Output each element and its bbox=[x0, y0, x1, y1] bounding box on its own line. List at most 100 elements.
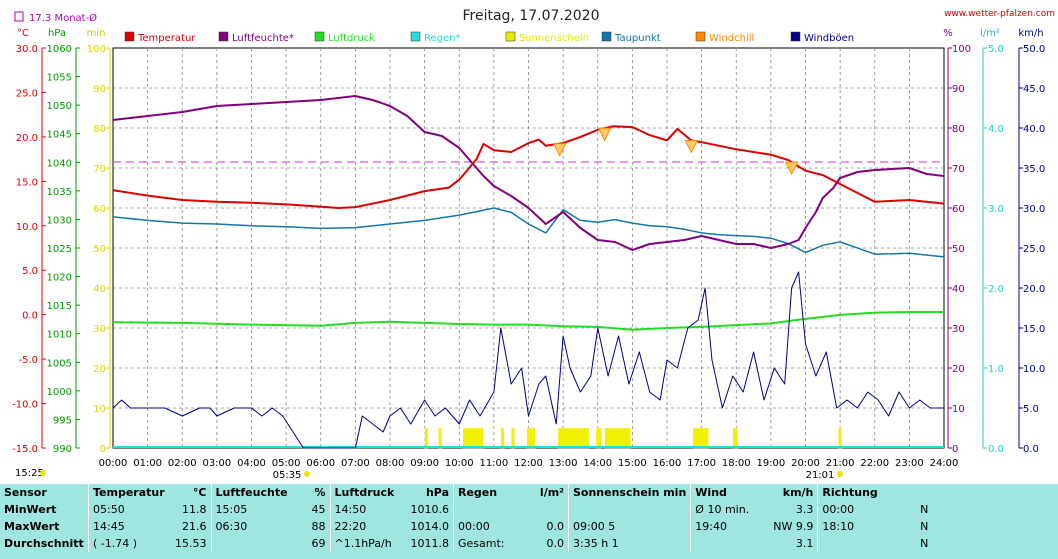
cell: 00:00 bbox=[453, 518, 522, 535]
cell: 22:20 bbox=[329, 518, 407, 535]
x-tick-label: 24:00 bbox=[930, 458, 959, 469]
y-tick-label-pressure: 1010 bbox=[47, 330, 72, 341]
x-tick-label: 06:00 bbox=[306, 458, 335, 469]
sunshine-bar bbox=[462, 427, 484, 449]
legend-label: Temperatur bbox=[137, 33, 196, 44]
x-tick-label: 08:00 bbox=[376, 458, 405, 469]
sunshine-bar bbox=[557, 427, 590, 449]
y-tick-label-sunshine: 0 bbox=[100, 444, 106, 455]
y-tick-label-sunshine: 50 bbox=[93, 244, 106, 255]
x-tick-label: 22:00 bbox=[860, 458, 889, 469]
y-tick-label-humidity: 20 bbox=[952, 364, 965, 375]
x-tick-label: 19:00 bbox=[756, 458, 785, 469]
hdr-rain: Regen bbox=[453, 484, 522, 501]
windchill-dip bbox=[597, 127, 612, 142]
sunshine-bar bbox=[692, 427, 709, 449]
cell: 21.6 bbox=[182, 520, 207, 533]
y-tick-label-temperature: -15.0 bbox=[12, 444, 38, 455]
legend: Temperatur Luftfeuchte* Luftdruck Regen* Son… bbox=[124, 31, 854, 44]
x-tick-label: 09:00 bbox=[410, 458, 439, 469]
y-tick-label-temperature: 15.0 bbox=[16, 177, 38, 188]
y-tick-label-sunshine: 60 bbox=[93, 204, 106, 215]
sunrise-icon bbox=[304, 471, 310, 477]
site-url[interactable]: www.wetter-pfalzen.com bbox=[944, 9, 1055, 19]
cell: 3:35 h 1 bbox=[567, 535, 691, 552]
hdr-wind: Wind bbox=[690, 484, 770, 501]
y-tick-label-wind: 50.0 bbox=[1023, 44, 1045, 55]
x-tick-label: 20:00 bbox=[791, 458, 820, 469]
legend-swatch bbox=[695, 31, 706, 42]
cell bbox=[522, 501, 569, 518]
hdr-humidity: Luftfeuchte bbox=[210, 484, 300, 501]
hdr-wind-unit: km/h bbox=[782, 486, 814, 499]
cell bbox=[690, 535, 770, 552]
cell: 05:50 bbox=[88, 501, 171, 518]
legend-swatch bbox=[124, 31, 135, 42]
cell: 3.1 bbox=[795, 537, 814, 550]
y-tick-label-wind: 40.0 bbox=[1023, 124, 1045, 135]
legend-label: Regen* bbox=[424, 33, 461, 44]
y-tick-label-wind: 15.0 bbox=[1023, 324, 1045, 335]
y-tick-label-sunshine: 70 bbox=[93, 164, 106, 175]
y-tick-label-rain: 5.0 bbox=[988, 44, 1004, 55]
cell: 3.3 bbox=[795, 503, 814, 516]
y-tick-label-wind: 0.0 bbox=[1023, 444, 1039, 455]
cell: 15.53 bbox=[175, 537, 207, 550]
cell: N bbox=[920, 537, 929, 550]
cell: 18:10 bbox=[817, 518, 895, 535]
y-tick-label-sunshine: 30 bbox=[93, 324, 106, 335]
x-tick-label: 15:00 bbox=[618, 458, 647, 469]
y-tick-label-temperature: -5.0 bbox=[18, 355, 38, 366]
unit-sunshine: min bbox=[87, 28, 106, 39]
unit-pressure: hPa bbox=[48, 28, 66, 39]
row-label: MaxWert bbox=[4, 520, 60, 533]
hdr-sensor: Sensor bbox=[4, 486, 47, 499]
unit-wind: km/h bbox=[1018, 28, 1043, 39]
hdr-temperature: Temperatur bbox=[88, 484, 171, 501]
axes: 00:00 01:00 02:00 03:00 04:00 05:00 06:00 07:00… bbox=[12, 44, 1045, 469]
hdr-temperature-unit: °C bbox=[192, 486, 207, 499]
cell bbox=[210, 535, 300, 552]
x-tick-label: 13:00 bbox=[549, 458, 578, 469]
y-tick-label-wind: 20.0 bbox=[1023, 284, 1045, 295]
x-tick-label: 23:00 bbox=[895, 458, 924, 469]
cell bbox=[817, 535, 895, 552]
y-tick-label-humidity: 70 bbox=[952, 164, 965, 175]
cell bbox=[567, 501, 691, 518]
sunshine-bar bbox=[526, 427, 536, 449]
x-tick-label: 16:00 bbox=[653, 458, 682, 469]
y-tick-label-pressure: 1000 bbox=[47, 387, 72, 398]
x-tick-label: 02:00 bbox=[168, 458, 197, 469]
unit-temperature: °C bbox=[17, 28, 29, 39]
series-lines bbox=[112, 95, 945, 449]
x-tick-label: 07:00 bbox=[341, 458, 370, 469]
sunrise-time: 05:35 bbox=[273, 470, 302, 481]
sunshine-bar bbox=[595, 427, 602, 449]
series-line-luftdruck bbox=[112, 311, 944, 331]
legend-label: Luftdruck bbox=[328, 33, 375, 44]
sunshine-bar bbox=[732, 427, 739, 449]
cell: 15:05 bbox=[210, 501, 300, 518]
sunshine-bar bbox=[500, 427, 505, 449]
y-tick-label-humidity: 90 bbox=[952, 84, 965, 95]
cell: Gesamt: bbox=[453, 535, 522, 552]
hdr-direction: Richtung bbox=[817, 484, 895, 501]
sunset-icon bbox=[837, 471, 843, 477]
grid bbox=[113, 48, 944, 448]
x-tick-label: 14:00 bbox=[583, 458, 612, 469]
cell: 88 bbox=[311, 520, 326, 533]
legend-label: Windböen bbox=[804, 33, 854, 44]
cell: N bbox=[920, 503, 929, 516]
cell: 14:45 bbox=[88, 518, 171, 535]
y-tick-label-sunshine: 100 bbox=[87, 44, 106, 55]
y-tick-label-pressure: 1015 bbox=[47, 301, 72, 312]
x-tick-label: 21:00 bbox=[826, 458, 855, 469]
sunshine-bar bbox=[438, 427, 443, 449]
y-tick-label-wind: 25.0 bbox=[1023, 244, 1045, 255]
cell: 19:40 bbox=[690, 518, 770, 535]
y-tick-label-rain: 4.0 bbox=[988, 124, 1004, 135]
cell: Ø 10 min. bbox=[690, 501, 770, 518]
cell: 0.0 bbox=[546, 537, 565, 550]
legend-swatch bbox=[410, 31, 421, 42]
legend-swatch bbox=[505, 31, 516, 42]
